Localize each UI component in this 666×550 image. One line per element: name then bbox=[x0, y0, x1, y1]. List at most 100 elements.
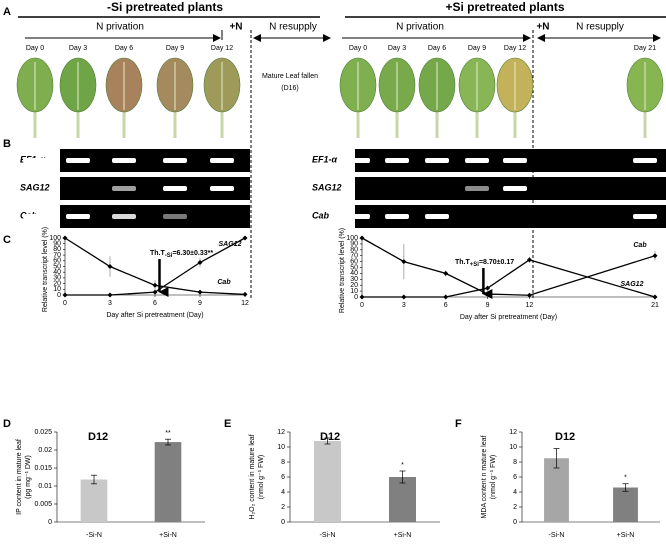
y-tick-label: 4 bbox=[281, 489, 285, 496]
y-axis-label: Relative transcript level (%) bbox=[339, 228, 346, 313]
panel-letter: E bbox=[224, 418, 231, 430]
y-tick-label: 0 bbox=[281, 519, 285, 526]
point bbox=[526, 257, 532, 263]
day-label: Day 0 bbox=[349, 45, 367, 52]
significance: * bbox=[624, 475, 627, 482]
x-tick-label: 12 bbox=[526, 302, 534, 309]
x-tick-label: 6 bbox=[444, 302, 448, 309]
phase-label: N privation bbox=[396, 22, 444, 33]
panel-letter: B bbox=[3, 138, 11, 150]
panel-letter: C bbox=[3, 234, 11, 246]
annotation-text: =6.30±0.33** bbox=[172, 250, 213, 257]
gel-band bbox=[633, 214, 657, 219]
gel-band bbox=[503, 186, 527, 191]
day-label: Day 9 bbox=[468, 45, 486, 52]
panel-letter: F bbox=[455, 418, 462, 430]
y-axis-label: H₂O₂ content in mature leaf bbox=[249, 434, 256, 519]
y-tick-label: 80 bbox=[350, 247, 358, 254]
point bbox=[152, 282, 158, 288]
point bbox=[526, 292, 532, 298]
point bbox=[401, 294, 407, 300]
y-tick-label: 40 bbox=[350, 270, 358, 277]
y-tick-label: 60 bbox=[53, 258, 61, 265]
group-title: +Si pretreated plants bbox=[445, 0, 564, 14]
point bbox=[652, 253, 658, 259]
y-tick-label: 0 bbox=[48, 519, 52, 526]
y-tick-label: 0 bbox=[57, 292, 61, 299]
bar bbox=[613, 487, 638, 522]
series-line bbox=[361, 237, 656, 296]
annotation-text: Th.T bbox=[150, 250, 165, 257]
y-tick-label: 6 bbox=[281, 474, 285, 481]
y-tick-label: 20 bbox=[350, 282, 358, 289]
x-tick-label: -Si-N bbox=[86, 532, 102, 539]
point bbox=[242, 291, 248, 297]
gene-label: EF1-α bbox=[312, 154, 338, 164]
y-axis-label: (nmol g⁻¹ FW) bbox=[258, 455, 265, 500]
day-label: Day 21 bbox=[634, 45, 656, 52]
gel-band bbox=[425, 214, 449, 219]
series-label: SAG12 bbox=[219, 241, 242, 248]
gel bbox=[60, 177, 250, 200]
phase-label: +N bbox=[229, 22, 242, 33]
y-tick-label: 30 bbox=[350, 276, 358, 283]
y-tick-label: 80 bbox=[53, 246, 61, 253]
y-tick-label: 60 bbox=[350, 258, 358, 265]
gel-band bbox=[503, 158, 527, 163]
point bbox=[62, 292, 68, 298]
gel-band bbox=[163, 214, 187, 219]
bar bbox=[314, 441, 341, 522]
y-tick-label: 100 bbox=[346, 235, 358, 242]
x-axis-label: Day after Si pretreatment (Day) bbox=[106, 312, 203, 319]
point bbox=[652, 294, 658, 300]
point bbox=[443, 270, 449, 276]
gel-band bbox=[112, 158, 136, 163]
y-tick-label: 12 bbox=[277, 429, 285, 436]
day-label: Day 12 bbox=[504, 45, 526, 52]
annotation-text: Th.T bbox=[455, 259, 470, 266]
point bbox=[359, 235, 365, 241]
y-tick-label: 90 bbox=[350, 241, 358, 248]
annotation: Th.T-Si=6.30±0.33** bbox=[150, 250, 213, 259]
gel-band bbox=[385, 214, 409, 219]
gel-band bbox=[210, 186, 234, 191]
y-tick-label: 8 bbox=[513, 459, 517, 466]
panel-letter: D bbox=[3, 418, 11, 430]
x-tick-label: 3 bbox=[402, 302, 406, 309]
phase-label: N resupply bbox=[576, 22, 624, 33]
y-tick-label: 2 bbox=[513, 504, 517, 511]
gel-band bbox=[385, 158, 409, 163]
y-tick-label: 10 bbox=[277, 444, 285, 451]
gel bbox=[60, 149, 250, 172]
point bbox=[359, 294, 365, 300]
note: Mature Leaf fallen bbox=[262, 73, 318, 80]
x-tick-label: +Si-N bbox=[394, 532, 412, 539]
y-tick-label: 12 bbox=[509, 429, 517, 436]
gene-label: SAG12 bbox=[20, 182, 50, 192]
annotation-text: =8.70±0.17 bbox=[479, 259, 514, 266]
x-tick-label: +Si-N bbox=[617, 532, 635, 539]
y-tick-label: 0 bbox=[354, 294, 358, 301]
gel-band bbox=[66, 214, 90, 219]
y-tick-label: 30 bbox=[53, 275, 61, 282]
day-label: Day 3 bbox=[388, 45, 406, 52]
x-tick-label: -Si-N bbox=[320, 532, 336, 539]
y-axis-label: MDA content n mature leaf bbox=[481, 436, 488, 519]
content: Day 0 Day 3 Day 6 Day 9 Day 12 Day 0 Day 3 Day … bbox=[16, 45, 666, 539]
point bbox=[107, 264, 113, 269]
series-label: Cab bbox=[633, 242, 647, 249]
x-tick-label: 9 bbox=[486, 302, 490, 309]
x-tick-label: 0 bbox=[360, 302, 364, 309]
bar bbox=[154, 442, 182, 522]
point bbox=[107, 292, 113, 298]
gel-band bbox=[346, 214, 370, 219]
y-tick-label: 0.015 bbox=[34, 465, 52, 472]
y-tick-label: 70 bbox=[53, 252, 61, 259]
y-tick-label: 90 bbox=[53, 241, 61, 248]
panel-letter: A bbox=[3, 6, 11, 18]
gel-band bbox=[425, 158, 449, 163]
bar bbox=[389, 477, 416, 522]
gene-label: Cab bbox=[312, 210, 330, 220]
series-line bbox=[362, 259, 656, 298]
